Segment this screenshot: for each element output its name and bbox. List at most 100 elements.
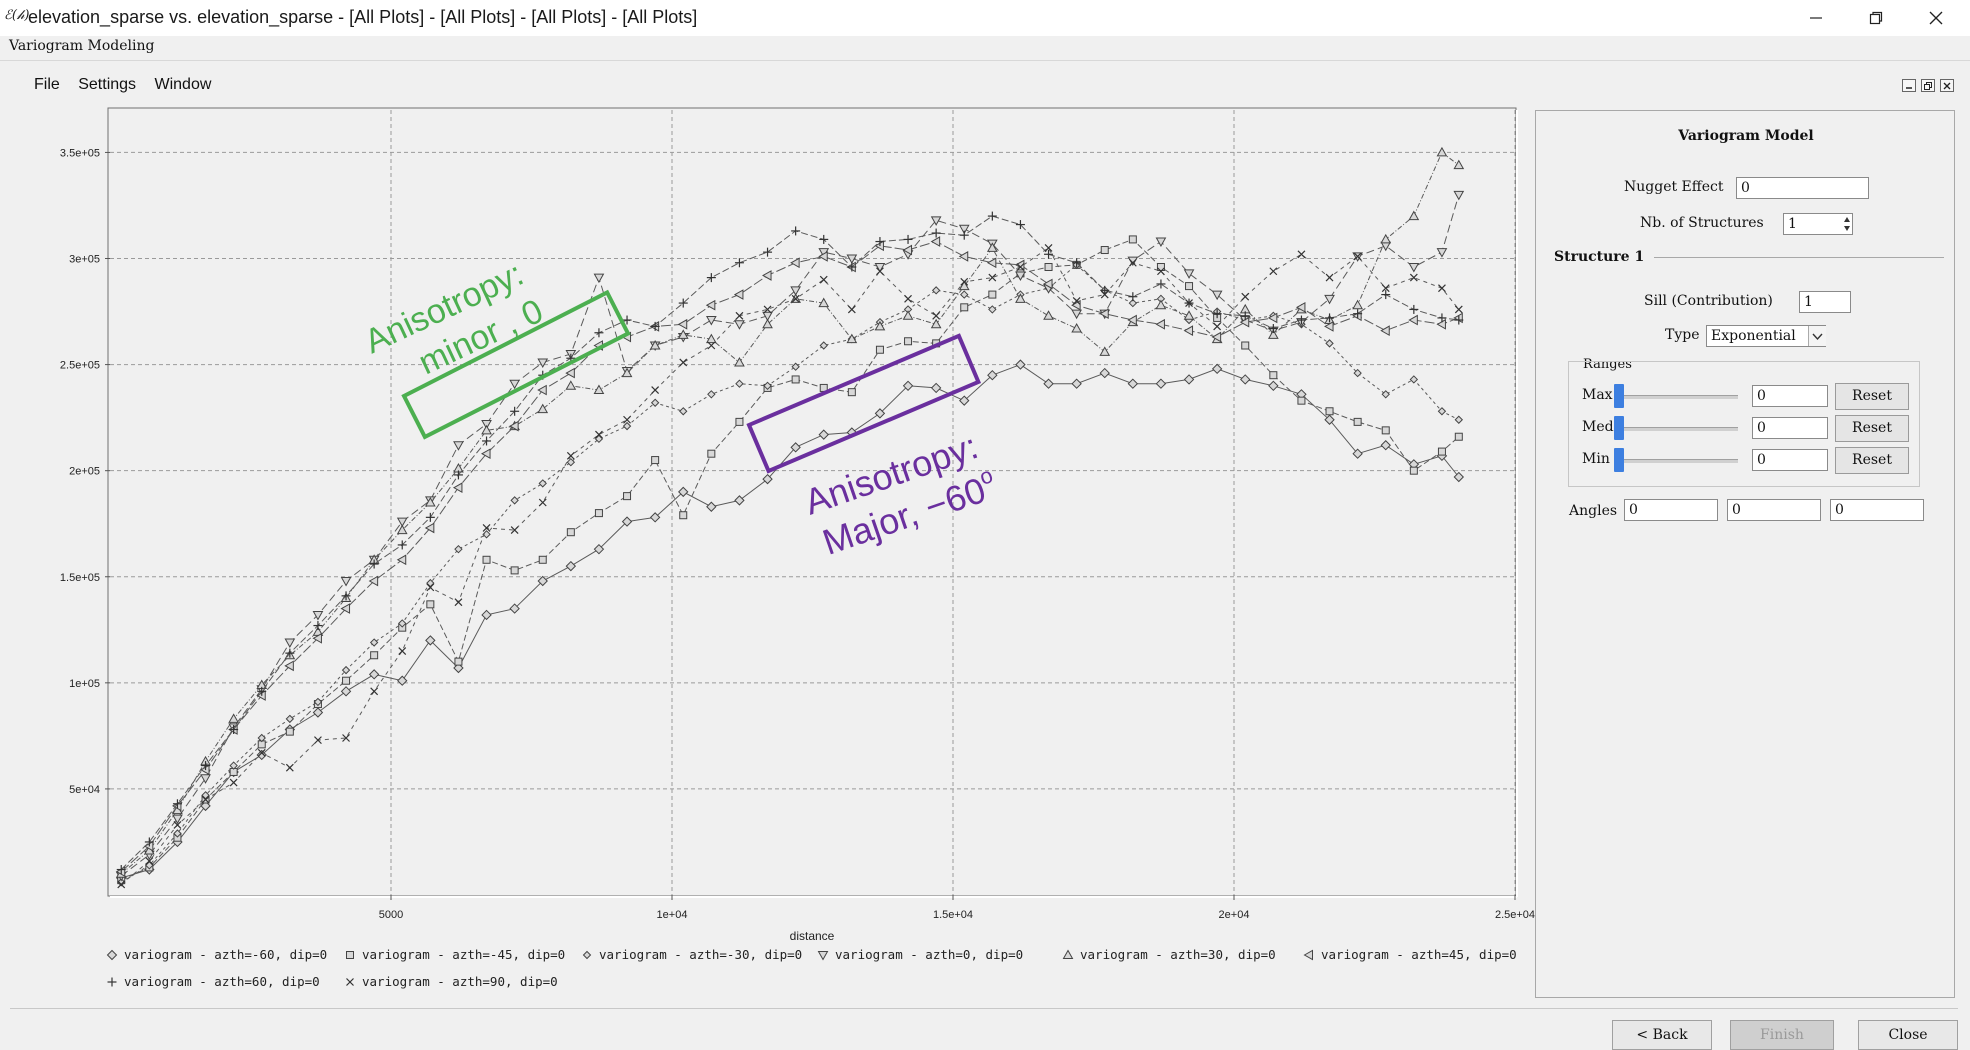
data-point [117, 880, 126, 889]
data-point-stroke [1297, 250, 1306, 259]
back-button[interactable]: < Back [1612, 1020, 1712, 1050]
data-point [734, 258, 744, 268]
data-point [818, 429, 829, 440]
data-point [481, 609, 492, 621]
data-point [960, 290, 969, 299]
minimize-icon[interactable] [1786, 0, 1846, 36]
data-point [424, 496, 436, 507]
mdi-restore-icon[interactable] [1921, 79, 1935, 92]
data-point [538, 479, 547, 488]
menu-window[interactable]: Window [154, 76, 212, 93]
type-select[interactable]: Exponential [1706, 325, 1826, 347]
data-point [707, 341, 716, 350]
restore-icon[interactable] [1846, 0, 1906, 36]
data-point [482, 524, 491, 532]
data-point [1015, 220, 1025, 230]
data-point [846, 333, 858, 344]
range-med-slider-handle[interactable] [1614, 416, 1624, 440]
title-bar: ℰ(𝒽) elevation_sparse vs. elevation_spar… [0, 0, 1970, 36]
spinbox-arrows-icon[interactable] [1842, 214, 1852, 234]
data-point [284, 638, 296, 649]
close-button[interactable]: Close [1858, 1020, 1958, 1050]
angle-1-field[interactable]: 0 [1624, 499, 1718, 521]
app-icon: ℰ(𝒽) [4, 8, 30, 23]
x-tick-label: 1.5e+04 [933, 909, 973, 921]
data-point [762, 270, 772, 281]
data-point [1043, 310, 1054, 320]
data-point-stroke [1044, 243, 1053, 252]
data-point [1324, 294, 1335, 305]
data-point [145, 857, 154, 865]
sill-field[interactable]: 1 [1799, 291, 1851, 313]
close-icon[interactable] [1906, 0, 1966, 36]
data-point-stroke [1409, 273, 1418, 282]
angle-2-field[interactable]: 0 [1727, 499, 1821, 521]
data-point-stroke [201, 795, 210, 804]
data-point [987, 369, 998, 381]
data-point [537, 358, 549, 368]
data-point [1436, 146, 1448, 157]
range-max-reset-button[interactable]: Reset [1835, 383, 1909, 410]
data-point [988, 305, 997, 314]
data-point [509, 420, 519, 432]
data-point [1099, 367, 1110, 379]
structures-spinbox[interactable]: 1 [1783, 213, 1853, 235]
data-point [679, 407, 688, 416]
annotation-minor-box [401, 289, 631, 440]
menu-settings[interactable]: Settings [78, 76, 137, 93]
data-point [622, 315, 632, 325]
menu-file[interactable]: File [34, 76, 60, 93]
range-med-reset-button[interactable]: Reset [1835, 415, 1909, 442]
data-point [875, 237, 885, 247]
footer-divider [10, 1008, 1958, 1009]
data-point [1241, 292, 1250, 301]
data-point [510, 526, 519, 535]
data-point [453, 441, 464, 451]
data-point [932, 311, 941, 320]
mdi-close-icon[interactable] [1940, 79, 1954, 92]
range-max-field[interactable]: 0 [1752, 385, 1828, 407]
range-max-slider-handle[interactable] [1614, 384, 1624, 408]
y-tick-label: 3e+05 [69, 254, 100, 266]
data-point-stroke [679, 358, 688, 367]
range-min-slider-handle[interactable] [1614, 448, 1624, 472]
data-point [1211, 331, 1222, 343]
data-point [763, 247, 773, 257]
range-med-label: Med [1582, 419, 1614, 435]
data-point-stroke [482, 524, 491, 532]
finish-button[interactable]: Finish [1730, 1020, 1834, 1050]
range-med-slider[interactable] [1614, 427, 1738, 431]
data-point [1437, 447, 1446, 456]
range-max-slider[interactable] [1614, 395, 1738, 399]
range-med-field[interactable]: 0 [1752, 417, 1828, 439]
data-point [173, 829, 182, 838]
chevron-down-icon[interactable] [1808, 326, 1826, 346]
data-point [369, 638, 379, 647]
data-point [847, 305, 856, 314]
data-point [1185, 282, 1194, 291]
data-point-stroke [1128, 258, 1137, 267]
data-point [172, 799, 182, 809]
data-point [256, 749, 267, 761]
data-point [1454, 432, 1463, 441]
range-min-slider[interactable] [1614, 459, 1738, 463]
range-min-reset-button[interactable]: Reset [1835, 447, 1909, 474]
data-point [340, 577, 352, 587]
data-point [312, 632, 322, 644]
data-point [790, 257, 800, 269]
data-point [593, 543, 605, 555]
series-7 [117, 243, 1463, 889]
legend-label: variogram - azth=30, dip=0 [1080, 947, 1276, 962]
data-point [342, 734, 350, 742]
data-point [705, 316, 717, 326]
data-point-stroke [370, 687, 379, 696]
data-point [510, 566, 519, 575]
nugget-field[interactable]: 0 [1736, 177, 1869, 199]
mdi-minimize-icon[interactable] [1902, 79, 1916, 92]
range-min-field[interactable]: 0 [1752, 449, 1828, 471]
data-point [313, 621, 323, 631]
legend-item: variogram - azth=45, dip=0 [1303, 947, 1517, 962]
data-point [314, 736, 322, 745]
data-point [454, 544, 463, 554]
angle-3-field[interactable]: 0 [1830, 499, 1924, 521]
